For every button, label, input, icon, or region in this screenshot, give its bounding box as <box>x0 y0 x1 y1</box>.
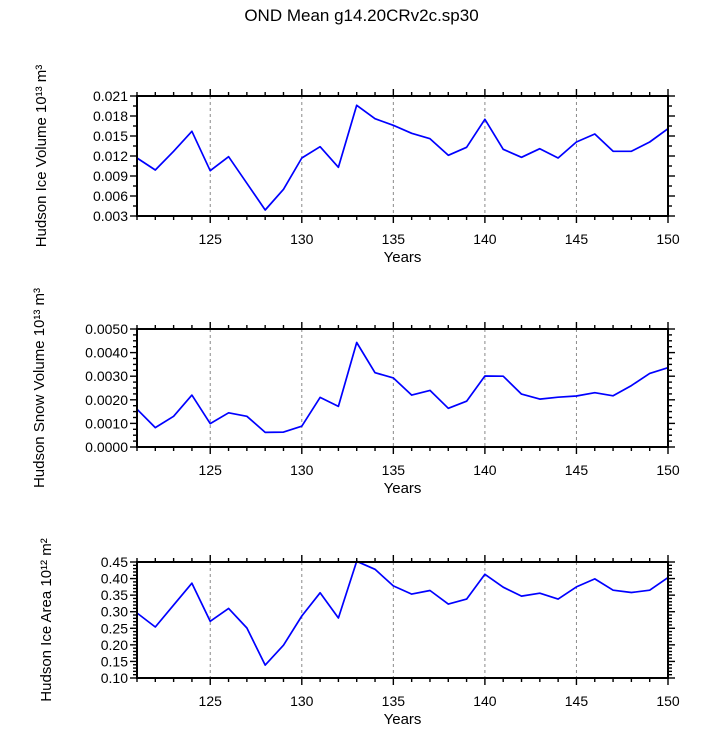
x-tick-label: 125 <box>199 462 223 478</box>
y-tick-label: 0.25 <box>101 620 128 636</box>
y-axis-title: Hudson Ice Area 10¹² m² <box>38 538 55 701</box>
x-tick-label: 125 <box>199 231 223 247</box>
x-tick-label: 150 <box>656 231 680 247</box>
x-tick-label: 135 <box>382 231 406 247</box>
y-tick-label: 0.012 <box>93 148 128 164</box>
y-tick-label: 0.0030 <box>85 368 128 384</box>
x-tick-label: 145 <box>565 462 589 478</box>
y-tick-label: 0.15 <box>101 653 128 669</box>
x-tick-label: 150 <box>656 693 680 709</box>
x-tick-label: 140 <box>473 693 497 709</box>
plot-frame-hudson-snow-volume <box>136 328 669 448</box>
x-tick-label: 145 <box>565 231 589 247</box>
x-tick-label: 130 <box>290 231 314 247</box>
y-tick-label: 0.20 <box>101 637 128 653</box>
x-tick-label: 140 <box>473 462 497 478</box>
y-tick-label: 0.0050 <box>85 321 128 337</box>
x-tick-label: 135 <box>382 693 406 709</box>
plot-frame-hudson-ice-area <box>136 561 669 679</box>
y-tick-label: 0.021 <box>93 88 128 104</box>
x-axis-title: Years <box>384 711 422 728</box>
y-tick-label: 0.003 <box>93 208 128 224</box>
series-line-hudson-ice-area <box>136 560 669 666</box>
x-tick-label: 150 <box>656 462 680 478</box>
y-tick-label: 0.40 <box>101 571 128 587</box>
y-axis-title: Hudson Snow Volume 10¹³ m³ <box>31 288 48 488</box>
x-tick-label: 125 <box>199 693 223 709</box>
y-tick-label: 0.30 <box>101 604 128 620</box>
series-line-hudson-snow-volume <box>136 341 669 434</box>
x-axis-title: Years <box>384 480 422 497</box>
x-tick-label: 140 <box>473 231 497 247</box>
y-tick-label: 0.0040 <box>85 345 128 361</box>
plot-title: OND Mean g14.20CRv2c.sp30 <box>244 6 479 25</box>
plot-frame-hudson-ice-volume <box>136 95 669 217</box>
y-tick-label: 0.35 <box>101 587 128 603</box>
x-tick-label: 130 <box>290 693 314 709</box>
y-axis-title: Hudson Ice Volume 10¹³ m³ <box>33 65 50 248</box>
series-line-hudson-ice-volume <box>136 104 669 211</box>
x-tick-label: 130 <box>290 462 314 478</box>
y-tick-label: 0.45 <box>101 554 128 570</box>
y-tick-label: 0.0020 <box>85 392 128 408</box>
x-axis-title: Years <box>384 249 422 266</box>
x-tick-label: 135 <box>382 462 406 478</box>
y-tick-label: 0.018 <box>93 108 128 124</box>
y-tick-label: 0.0000 <box>85 439 128 455</box>
y-tick-label: 0.015 <box>93 128 128 144</box>
y-tick-label: 0.009 <box>93 168 128 184</box>
y-tick-label: 0.10 <box>101 670 128 686</box>
y-tick-label: 0.0010 <box>85 415 128 431</box>
y-tick-label: 0.006 <box>93 188 128 204</box>
x-tick-label: 145 <box>565 693 589 709</box>
